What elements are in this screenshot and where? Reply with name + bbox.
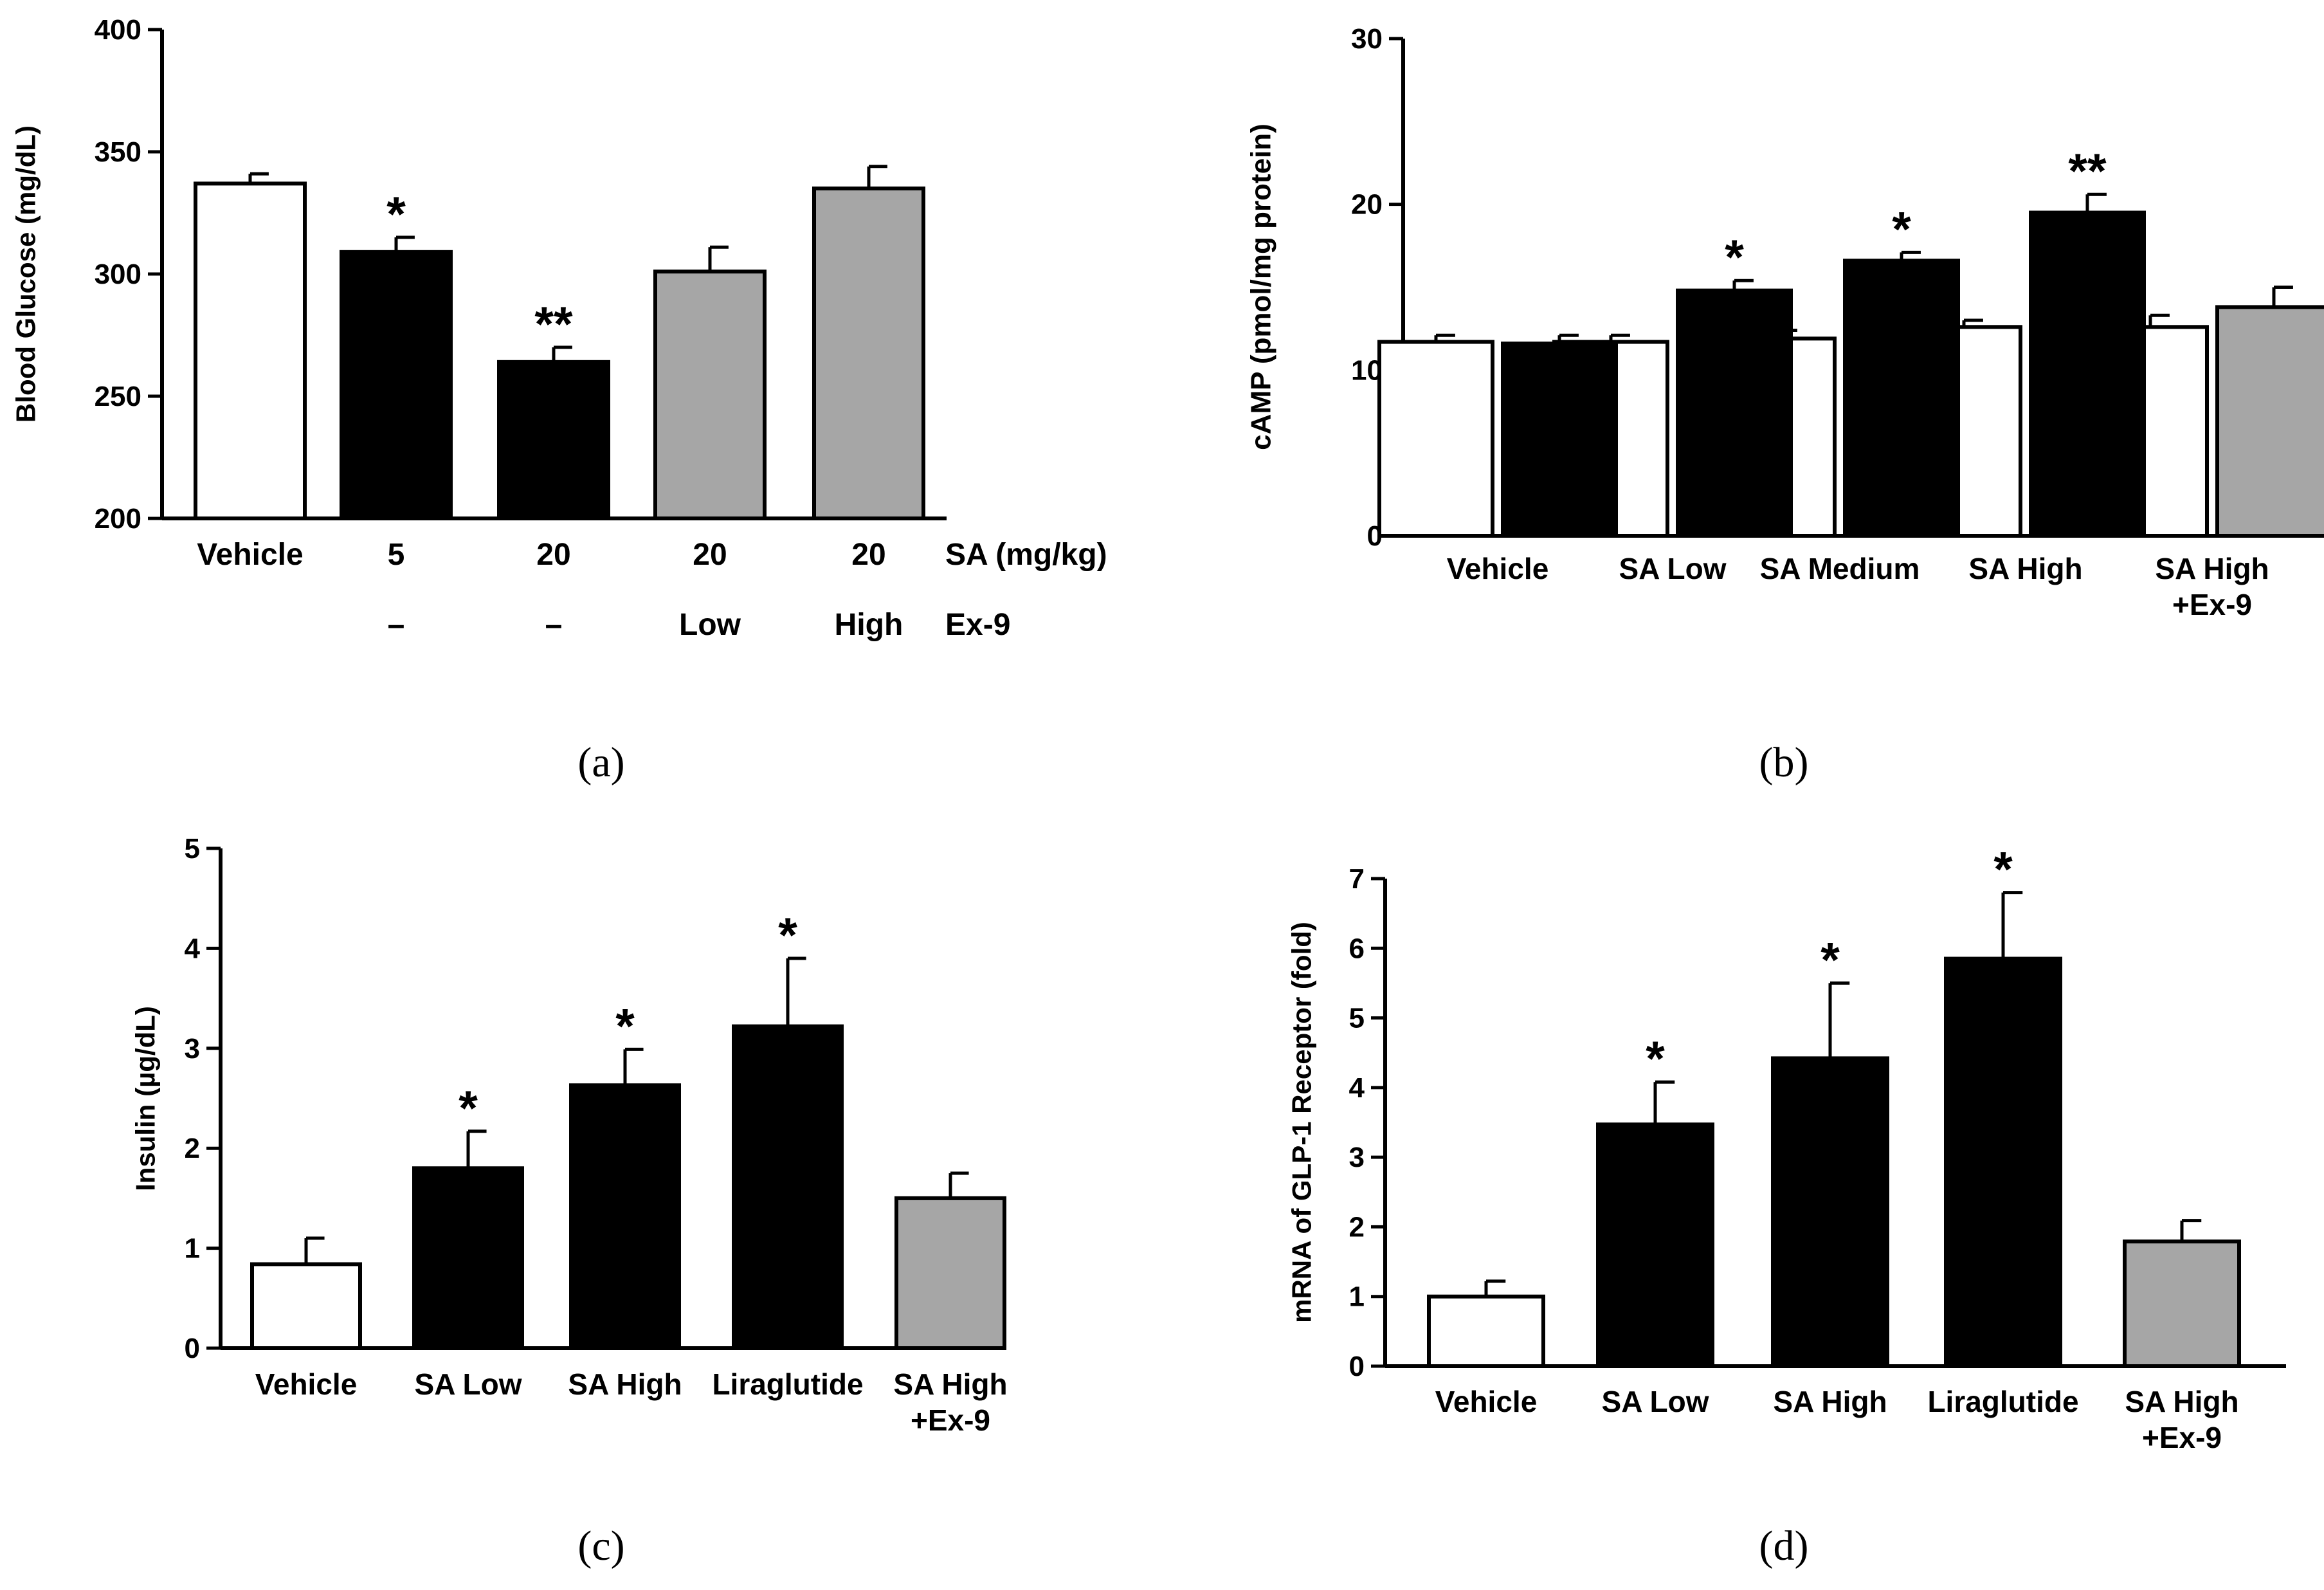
category-label: Liraglutide xyxy=(1927,1385,2078,1418)
category-label: Vehicle xyxy=(255,1367,358,1401)
bar xyxy=(1843,259,1960,538)
panel-label: (c) xyxy=(577,1522,624,1569)
bar xyxy=(340,250,453,520)
bar xyxy=(1501,342,1618,538)
category-label: SA High xyxy=(2125,1385,2238,1418)
category-label: Vehicle xyxy=(1435,1385,1538,1418)
bar xyxy=(653,270,767,520)
ex9-label: – xyxy=(388,608,405,642)
sa-row-label: SA (mg/kg) xyxy=(945,538,1107,572)
significance-label: * xyxy=(1725,230,1744,285)
dose-label: Vehicle xyxy=(197,538,303,572)
category-label: SA Medium xyxy=(1760,552,1920,585)
bar xyxy=(194,181,307,520)
ex9-label: High xyxy=(835,608,903,642)
category-label: SA Low xyxy=(415,1367,522,1401)
bar xyxy=(1427,1294,1545,1368)
bar xyxy=(569,1083,681,1350)
y-tick-label: 30 xyxy=(1351,23,1383,55)
y-tick-label: 3 xyxy=(1349,1142,1365,1173)
bar xyxy=(812,187,925,520)
y-tick-label: 1 xyxy=(185,1233,200,1265)
panel-label: (b) xyxy=(1759,739,1809,786)
panel-label: (a) xyxy=(577,739,624,786)
y-tick-label: 7 xyxy=(1349,863,1365,895)
y-tick-label: 2 xyxy=(185,1133,200,1164)
bar xyxy=(1377,340,1494,538)
significance-label: * xyxy=(615,999,635,1054)
ex9-row-label: Ex-9 xyxy=(945,608,1010,642)
y-tick-label: 3 xyxy=(185,1033,200,1065)
y-tick-label: 0 xyxy=(185,1333,200,1364)
panel-label: (d) xyxy=(1759,1522,1809,1569)
y-tick-label: 1 xyxy=(1349,1281,1365,1313)
y-tick-label: 400 xyxy=(95,14,141,46)
category-label: Vehicle xyxy=(1447,552,1549,585)
significance-label: * xyxy=(386,187,406,242)
ex9-label: – xyxy=(545,608,563,642)
y-tick-label: 350 xyxy=(95,136,141,168)
dose-label: 20 xyxy=(851,538,885,572)
category-label: +Ex-9 xyxy=(911,1403,990,1437)
significance-label: ** xyxy=(534,297,573,352)
bar xyxy=(1676,288,1793,538)
bar xyxy=(894,1196,1006,1351)
y-tick-label: 200 xyxy=(95,503,141,535)
y-tick-label: 20 xyxy=(1351,189,1383,221)
bar xyxy=(1944,956,2062,1368)
category-label: SA High xyxy=(1968,552,2082,585)
significance-label: * xyxy=(1993,843,2013,897)
category-label: +Ex-9 xyxy=(2142,1421,2222,1454)
y-tick-label: 5 xyxy=(185,833,200,864)
significance-label: * xyxy=(458,1081,478,1136)
bar xyxy=(2029,210,2146,538)
y-axis-label: Insulin (µg/dL) xyxy=(131,1006,161,1191)
bar xyxy=(732,1024,844,1351)
y-tick-label: 4 xyxy=(185,933,201,964)
chart-panel-c: 0 1 2 3 4 5 Insulin (µg/dL) (c) * * * Vehicle SA Low… xyxy=(131,833,1008,1569)
significance-label: ** xyxy=(2068,144,2107,199)
significance-label: * xyxy=(1646,1032,1665,1086)
bar xyxy=(2215,305,2324,538)
bar xyxy=(250,1262,362,1350)
y-tick-label: 6 xyxy=(1349,933,1365,964)
y-axis-label: mRNA of GLP-1 Receptor (fold) xyxy=(1287,922,1317,1323)
category-label: +Ex-9 xyxy=(2172,588,2252,621)
dose-label: 20 xyxy=(693,538,727,572)
bar xyxy=(497,360,610,520)
dose-label: 5 xyxy=(388,538,405,572)
bar xyxy=(1771,1056,1889,1369)
category-label: SA High xyxy=(893,1367,1007,1401)
y-tick-label: 4 xyxy=(1349,1072,1365,1104)
category-label: SA Low xyxy=(1619,552,1727,585)
y-tick-label: 0 xyxy=(1349,1351,1365,1382)
bar xyxy=(412,1166,524,1351)
category-label: Liraglutide xyxy=(712,1367,863,1401)
ex9-label: Low xyxy=(679,608,741,642)
category-label: SA High xyxy=(2155,552,2269,585)
significance-label: * xyxy=(1820,933,1840,987)
bar xyxy=(1596,1122,1714,1368)
y-axis-label: cAMP (pmol/mg protein) xyxy=(1245,123,1276,450)
chart-panel-d: 0 1 2 3 4 5 6 7 mRNA of GLP-1 Receptor (fold) (d)… xyxy=(1287,843,2286,1569)
y-tick-label: 300 xyxy=(95,259,141,290)
bar xyxy=(2123,1239,2241,1368)
significance-label: * xyxy=(1892,202,1911,257)
chart-panel-a: 200 250 300 350 400 Blood Glucose (mg/dL) (a) *… xyxy=(11,14,1107,786)
category-label: SA High xyxy=(568,1367,682,1401)
y-tick-label: 2 xyxy=(1349,1211,1365,1243)
category-label: SA Low xyxy=(1602,1385,1709,1418)
y-axis-label: Blood Glucose (mg/dL) xyxy=(11,125,41,423)
y-tick-label: 10 xyxy=(1351,354,1383,386)
category-label: SA High xyxy=(1773,1385,1887,1418)
y-tick-label: 250 xyxy=(95,381,141,412)
significance-label: * xyxy=(778,908,797,963)
y-tick-label: 5 xyxy=(1349,1003,1365,1034)
dose-label: 20 xyxy=(536,538,570,572)
